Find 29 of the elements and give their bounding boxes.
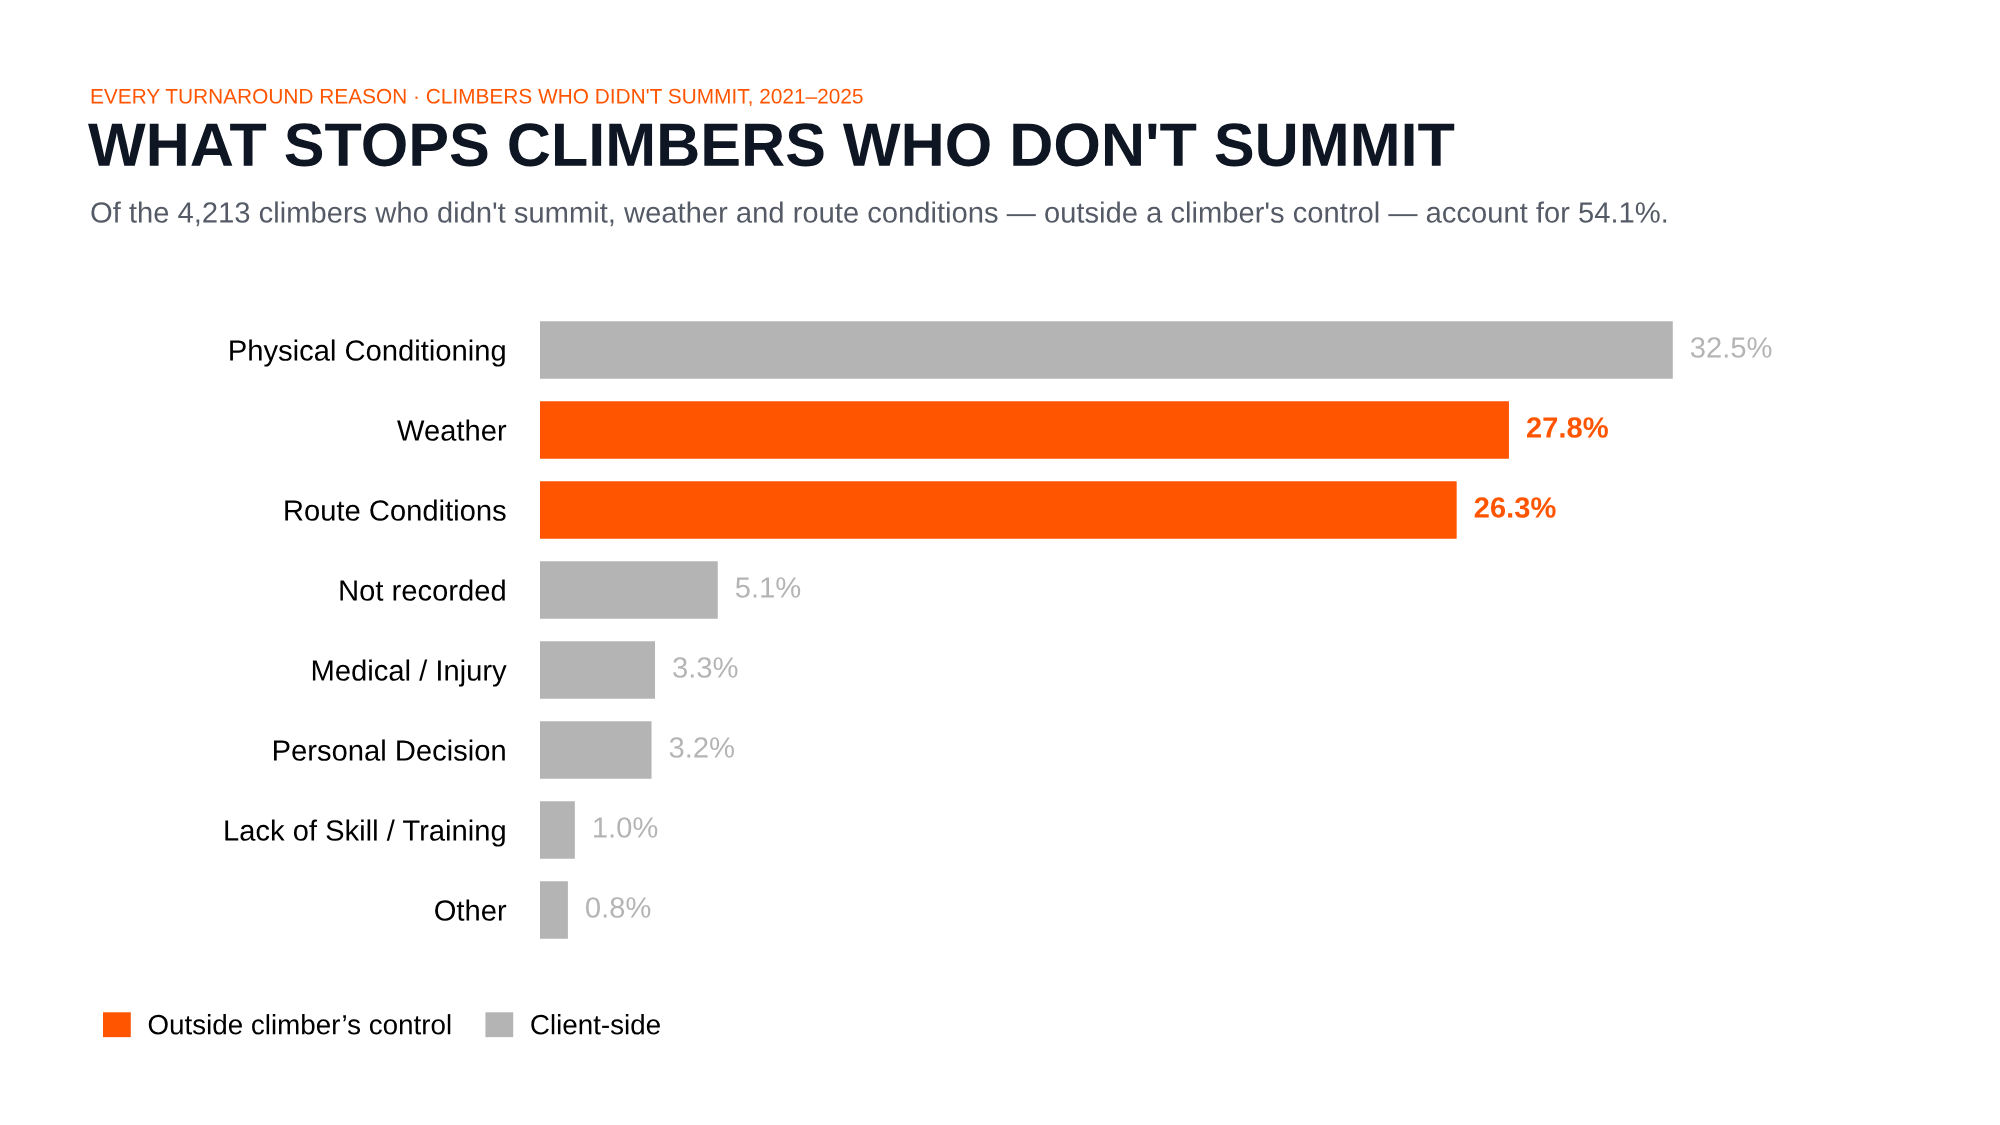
- bar: [540, 641, 656, 699]
- chart-title: WHAT STOPS CLIMBERS WHO DON'T SUMMIT: [88, 123, 1455, 167]
- data-label: 5.1%: [735, 577, 801, 598]
- y-tick-label: Physical Conditioning: [230, 339, 505, 367]
- bar: [540, 881, 568, 939]
- y-tick-label: Not recorded: [340, 579, 505, 601]
- y-tick-label: Lack of Skill / Training: [225, 819, 505, 847]
- y-tick-label: Other: [435, 899, 507, 921]
- text: EVERY TURNAROUND REASON · CLIMBERS WHO DIDN'T SUMMIT, 2021–2025: [91, 88, 863, 107]
- y-tick-label: Weather: [397, 419, 507, 441]
- bar: [540, 321, 1673, 379]
- y-tick-label: Medical / Injury: [312, 659, 507, 687]
- legend-label: Client-side: [531, 1014, 660, 1035]
- data-label: 27.8%: [1526, 417, 1608, 438]
- bar: [540, 801, 575, 859]
- y-tick-label: Route Conditions: [285, 499, 506, 521]
- data-label: 26.3%: [1474, 497, 1556, 518]
- bar: [540, 561, 718, 619]
- data-label: 3.2%: [669, 737, 734, 758]
- bar: [540, 481, 1457, 539]
- data-label: 3.3%: [673, 657, 738, 678]
- data-label: 0.8%: [586, 897, 651, 918]
- data-label: 32.5%: [1690, 337, 1772, 358]
- legend-label: Outside climber’s control: [148, 1014, 451, 1035]
- bar: [540, 721, 652, 779]
- data-label: 1.0%: [594, 817, 658, 838]
- y-tick-label: Personal Decision: [274, 739, 505, 761]
- bar: [540, 401, 1509, 459]
- chart-subtitle: Of the 4,213 climbers who didn't summit, weather and route conditions — outside a climber's control — account for 54.1%.: [91, 201, 1667, 227]
